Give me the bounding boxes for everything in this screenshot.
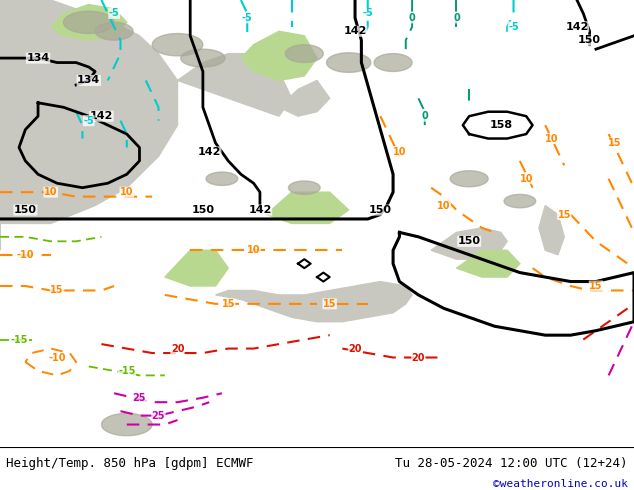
Text: 0: 0 [453, 13, 460, 23]
Polygon shape [216, 282, 412, 322]
Polygon shape [51, 4, 127, 40]
Text: 15: 15 [608, 138, 622, 148]
Text: -5: -5 [109, 8, 119, 19]
Polygon shape [178, 53, 292, 116]
Text: 10: 10 [519, 174, 533, 184]
Polygon shape [279, 80, 330, 116]
Polygon shape [63, 11, 114, 33]
Text: 142: 142 [198, 147, 221, 157]
Text: 10: 10 [437, 200, 451, 211]
Polygon shape [101, 414, 152, 436]
Polygon shape [241, 31, 317, 80]
Polygon shape [95, 23, 133, 40]
Text: 150: 150 [191, 205, 214, 215]
Text: 10: 10 [392, 147, 406, 157]
Text: 15: 15 [50, 286, 64, 295]
Text: -5: -5 [363, 8, 373, 19]
Polygon shape [152, 33, 203, 56]
Text: ©weatheronline.co.uk: ©weatheronline.co.uk [493, 479, 628, 489]
Polygon shape [181, 49, 225, 67]
Text: 0: 0 [422, 111, 428, 121]
Text: 134: 134 [27, 53, 49, 63]
Text: 134: 134 [77, 75, 100, 85]
Text: 10: 10 [44, 187, 58, 197]
Polygon shape [450, 171, 488, 187]
Text: 142: 142 [344, 26, 366, 36]
Text: 142: 142 [566, 22, 588, 32]
Text: -5: -5 [242, 13, 252, 23]
Text: 25: 25 [152, 411, 165, 420]
Text: 150: 150 [578, 35, 601, 45]
Text: -15: -15 [118, 366, 136, 376]
Polygon shape [0, 0, 178, 250]
Text: 142: 142 [90, 111, 113, 121]
Text: -5: -5 [508, 22, 519, 32]
Polygon shape [431, 228, 507, 259]
Text: 150: 150 [369, 205, 392, 215]
Text: 25: 25 [133, 392, 146, 403]
Text: Tu 28-05-2024 12:00 UTC (12+24): Tu 28-05-2024 12:00 UTC (12+24) [395, 457, 628, 470]
Polygon shape [285, 45, 323, 63]
Text: 15: 15 [557, 210, 571, 220]
Text: Height/Temp. 850 hPa [gdpm] ECMWF: Height/Temp. 850 hPa [gdpm] ECMWF [6, 457, 254, 470]
Text: 0: 0 [409, 13, 415, 23]
Text: 150: 150 [458, 236, 481, 246]
Text: 20: 20 [171, 343, 184, 354]
Polygon shape [288, 181, 320, 195]
Polygon shape [456, 250, 520, 277]
Text: 10: 10 [545, 134, 559, 144]
Polygon shape [504, 195, 536, 208]
Text: 158: 158 [489, 120, 512, 130]
Text: -5: -5 [84, 116, 94, 125]
Polygon shape [206, 172, 238, 185]
Text: 15: 15 [221, 299, 235, 309]
Polygon shape [539, 206, 564, 255]
Text: -10: -10 [48, 352, 66, 363]
Text: 20: 20 [348, 343, 362, 354]
Text: 142: 142 [249, 205, 271, 215]
Polygon shape [165, 250, 228, 286]
Text: 15: 15 [323, 299, 337, 309]
Text: 20: 20 [411, 352, 425, 363]
Polygon shape [374, 53, 412, 72]
Text: 150: 150 [14, 205, 37, 215]
Text: 10: 10 [120, 187, 134, 197]
Text: 15: 15 [589, 281, 603, 291]
Polygon shape [266, 192, 349, 223]
Text: -10: -10 [16, 250, 34, 260]
Text: 10: 10 [247, 245, 261, 255]
Text: -15: -15 [10, 335, 28, 344]
Polygon shape [327, 53, 371, 73]
